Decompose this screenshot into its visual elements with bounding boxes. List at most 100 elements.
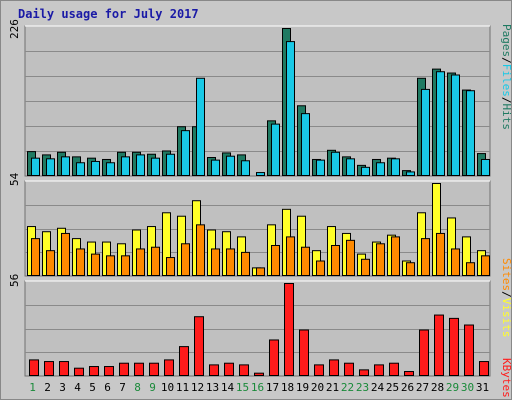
- bar-kbytes-day-17: [269, 339, 279, 377]
- bar-files-day-17: [271, 123, 280, 176]
- series-legend: Sites/Visits: [500, 258, 512, 338]
- bar-files-day-1: [31, 157, 40, 176]
- bar-sites-day-25: [391, 236, 400, 276]
- bar-files-day-21: [331, 151, 340, 177]
- x-tick-label-day-12: 12: [191, 381, 204, 394]
- bar-files-day-13: [211, 159, 220, 176]
- bar-kbytes-day-21: [329, 359, 339, 376]
- series-legend-part: /: [500, 57, 512, 64]
- bar-kbytes-day-12: [194, 316, 204, 377]
- bar-kbytes-day-3: [59, 361, 69, 376]
- x-tick-label-day-24: 24: [371, 381, 385, 394]
- x-tick-label-day-6: 6: [104, 381, 111, 394]
- x-tick-label-day-18: 18: [281, 381, 294, 394]
- bar-kbytes-day-2: [44, 361, 54, 376]
- bar-sites-day-12: [196, 224, 205, 276]
- x-tick-label-day-15: 15: [236, 381, 249, 394]
- x-tick-label-day-8: 8: [134, 381, 141, 394]
- x-tick-label-day-7: 7: [119, 381, 126, 394]
- bar-files-day-23: [361, 166, 370, 177]
- bar-kbytes-day-28: [434, 314, 444, 376]
- x-tick-label-day-22: 22: [341, 381, 354, 394]
- bar-sites-day-24: [376, 243, 385, 276]
- bar-kbytes-day-7: [119, 362, 129, 377]
- chart-title: Daily usage for July 2017: [18, 7, 199, 21]
- bar-files-day-29: [451, 74, 460, 176]
- bar-sites-day-30: [466, 262, 475, 277]
- x-tick-label-day-16: 16: [251, 381, 264, 394]
- bar-kbytes-day-26: [404, 371, 414, 376]
- series-legend-part: /: [500, 97, 512, 104]
- y-max-label: 226: [8, 19, 21, 39]
- bar-sites-day-4: [76, 248, 85, 276]
- bar-kbytes-day-29: [449, 317, 459, 376]
- series-legend: KBytes: [500, 358, 512, 398]
- bar-files-day-3: [61, 156, 70, 177]
- x-tick-label-day-4: 4: [74, 381, 81, 394]
- x-tick-label-day-2: 2: [44, 381, 51, 394]
- bar-kbytes-day-22: [344, 362, 354, 377]
- x-tick-label-day-26: 26: [401, 381, 414, 394]
- bar-files-day-22: [346, 158, 355, 177]
- bar-kbytes-day-24: [374, 364, 384, 376]
- bar-files-day-14: [226, 155, 235, 176]
- plot-area: [24, 280, 491, 377]
- bar-sites-day-19: [301, 246, 310, 277]
- bar-sites-day-5: [91, 253, 100, 277]
- bar-files-day-24: [376, 162, 385, 176]
- bar-files-day-5: [91, 160, 100, 176]
- bar-files-day-8: [136, 154, 145, 176]
- bar-kbytes-day-8: [134, 362, 144, 377]
- bar-sites-day-11: [181, 243, 190, 276]
- x-tick-label-day-13: 13: [206, 381, 219, 394]
- x-tick-label-day-17: 17: [266, 381, 279, 394]
- x-tick-label-day-11: 11: [176, 381, 189, 394]
- x-tick-label-day-3: 3: [59, 381, 66, 394]
- chart-panel-3: 56 KBytes: [8, 274, 512, 398]
- series-legend-part: Visits: [500, 298, 512, 338]
- bar-sites-day-13: [211, 248, 220, 276]
- x-tick-label-day-9: 9: [149, 381, 156, 394]
- bar-kbytes-day-19: [299, 329, 309, 376]
- y-max-label: 56: [8, 274, 21, 287]
- bar-files-day-4: [76, 162, 85, 176]
- bar-kbytes-day-5: [89, 366, 99, 376]
- x-tick-label-day-21: 21: [326, 381, 339, 394]
- bar-files-day-7: [121, 156, 130, 177]
- bar-sites-day-26: [406, 262, 415, 277]
- bar-sites-day-17: [271, 245, 280, 276]
- bar-kbytes-day-13: [209, 364, 219, 376]
- bar-kbytes-day-14: [224, 362, 234, 377]
- x-tick-label-day-1: 1: [29, 381, 36, 394]
- series-legend: Pages/Files/Hits: [500, 24, 512, 130]
- bar-sites-day-14: [226, 248, 235, 276]
- bar-sites-day-15: [241, 251, 250, 276]
- bar-files-day-19: [301, 113, 310, 176]
- x-tick-label-day-14: 14: [221, 381, 235, 394]
- x-tick-label-day-5: 5: [89, 381, 96, 394]
- series-legend-part: Hits: [500, 104, 512, 131]
- x-tick-label-day-23: 23: [356, 381, 369, 394]
- chart-panel-2: 54 Sites/Visits: [8, 172, 512, 337]
- bar-sites-day-10: [166, 257, 175, 276]
- bar-kbytes-day-15: [239, 364, 249, 376]
- x-tick-label-day-30: 30: [461, 381, 474, 394]
- bar-kbytes-day-31: [479, 361, 489, 376]
- series-legend-part: Pages: [500, 24, 512, 57]
- series-legend-part: /: [500, 291, 512, 298]
- bar-files-day-9: [151, 157, 160, 176]
- x-tick-label-day-20: 20: [311, 381, 324, 394]
- bar-sites-day-9: [151, 246, 160, 277]
- bar-kbytes-day-27: [419, 329, 429, 376]
- bar-files-day-27: [421, 88, 430, 176]
- bar-sites-day-16: [256, 267, 265, 276]
- bar-files-day-18: [286, 41, 295, 176]
- bar-files-day-26: [406, 171, 415, 176]
- bar-files-day-12: [196, 77, 205, 176]
- bar-files-day-6: [106, 162, 115, 176]
- bar-sites-day-18: [286, 236, 295, 276]
- bar-sites-day-8: [136, 248, 145, 276]
- x-tick-label-day-27: 27: [416, 381, 429, 394]
- bar-kbytes-day-9: [149, 362, 159, 377]
